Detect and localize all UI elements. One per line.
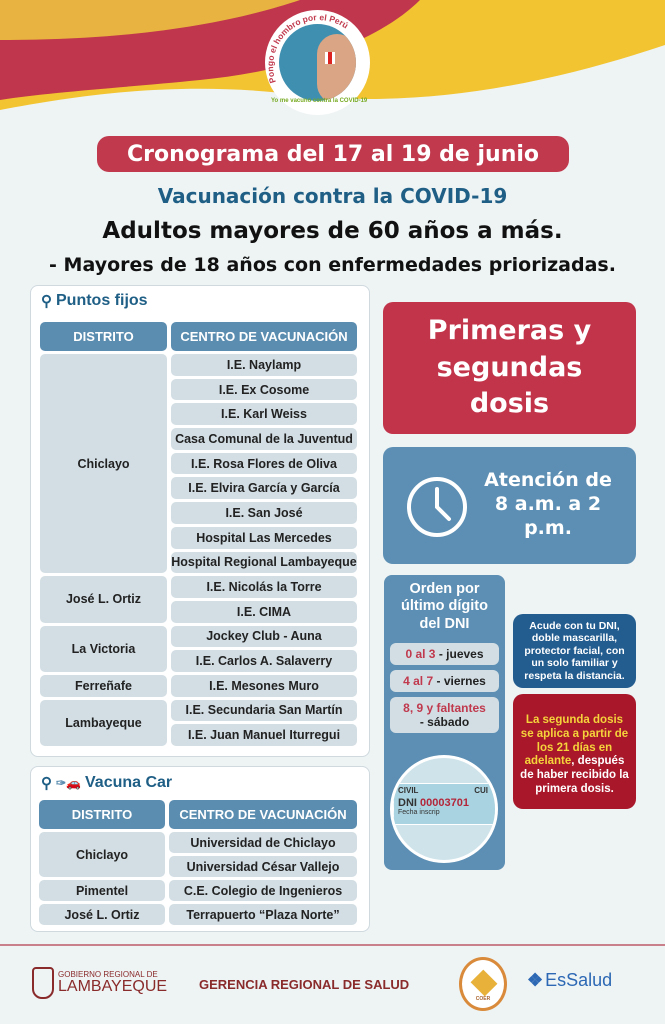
digit-range: 4 al 7 — [403, 674, 434, 689]
vaccination-center-cell: Hospital Las Mercedes — [171, 526, 357, 549]
vaccination-center-cell: I.E. Mesones Muro — [171, 674, 357, 697]
second-dose-note: La segunda dosis se aplica a partir de l… — [513, 694, 636, 809]
dni-order-title: Orden por último dígito del DNI — [401, 581, 488, 632]
coer-text: COER — [475, 996, 491, 1002]
vaccination-center-cell: I.E. Ex Cosome — [171, 378, 357, 401]
location-pin-icon: ⚲ — [41, 293, 52, 310]
coer-logo: COER — [459, 957, 507, 1011]
weekday: - viernes — [436, 674, 486, 689]
location-pin-icon: ⚲ — [41, 775, 52, 792]
panel-title: Vacuna Car — [85, 774, 173, 791]
vacuna-car-panel: ⚲ ✑🚗 Vacuna Car DISTRITO CENTRO DE VACUN… — [30, 766, 370, 932]
essalud-text: EsSalud — [545, 970, 613, 990]
panel-title: Puntos fijos — [56, 292, 148, 309]
card-dni-label: DNI — [398, 797, 417, 809]
fixed-points-table: DISTRITO CENTRO DE VACUNACIÓN Chiclayo I.… — [40, 322, 357, 746]
audience-subtitle: - Mayores de 18 años con enfermedades pr… — [49, 254, 616, 276]
essalud-logo: ❖ EsSalud — [527, 970, 612, 991]
gobierno-regional-logo: GOBIERNO REGIONAL DE LAMBAYEQUE — [32, 967, 167, 999]
audience-title: Adultos mayores de 60 años a más. — [102, 218, 563, 244]
vaccination-center-cell: I.E. San José — [171, 502, 357, 524]
badge-top-text: Pongo el hombro por el Perú — [265, 12, 350, 84]
vaccination-center-cell: I.E. CIMA — [171, 600, 357, 623]
dni-order-box: Orden por último dígito del DNI 0 al 3 -… — [384, 575, 505, 870]
vaccination-center-cell: C.E. Colegio de Ingenieros — [169, 880, 357, 901]
vaccination-center-cell: Jockey Club - Auna — [171, 625, 357, 648]
schedule-banner: Cronograma del 17 al 19 de junio — [97, 136, 569, 172]
district-cell: Pimentel — [39, 880, 165, 901]
district-cell: José L. Ortiz — [39, 904, 165, 925]
hours-box: Atención de 8 a.m. a 2 p.m. — [383, 447, 636, 564]
card-label: CUI — [474, 786, 488, 795]
doses-box: Primeras y segundas dosis — [383, 302, 636, 434]
district-cell: Lambayeque — [40, 699, 167, 746]
column-header-center: CENTRO DE VACUNACIÓN — [171, 322, 357, 351]
vaccination-center-cell: I.E. Nicolás la Torre — [171, 576, 357, 598]
district-cell: Chiclayo — [40, 354, 167, 574]
column-header-center: CENTRO DE VACUNACIÓN — [169, 800, 357, 829]
clock-icon — [407, 477, 467, 537]
family-icon: ❖ — [527, 970, 544, 990]
fixed-points-panel: ⚲ Puntos fijos DISTRITO CENTRO DE VACUNA… — [30, 285, 370, 757]
weekday: - jueves — [438, 647, 484, 662]
gerencia-label: GERENCIA REGIONAL DE SALUD — [199, 977, 410, 992]
second-dose-highlight: La segunda dosis se aplica a partir de l… — [520, 714, 629, 768]
vaccination-center-cell: I.E. Rosa Flores de Oliva — [171, 452, 357, 475]
vaccination-center-cell: I.E. Naylamp — [171, 354, 357, 376]
vaccination-center-cell: I.E. Elvira García y García — [171, 477, 357, 500]
requirements-note: Acude con tu DNI, doble mascarilla, prot… — [513, 614, 636, 688]
vaccination-center-cell: Universidad de Chiclayo — [169, 832, 357, 853]
coat-of-arms-icon — [32, 967, 54, 999]
car-icon: ✑🚗 — [56, 776, 81, 790]
vaccination-center-cell: I.E. Juan Manuel Iturregui — [171, 724, 357, 746]
vaccination-center-cell: Casa Comunal de la Juventud — [171, 428, 357, 450]
column-header-district: DISTRITO — [40, 322, 167, 351]
vacuna-car-table: DISTRITO CENTRO DE VACUNACIÓN Chiclayo Un… — [39, 800, 357, 925]
column-header-district: DISTRITO — [39, 800, 165, 829]
badge-bottom-text: Yo me vacuno contra la COVID-19 — [271, 98, 368, 104]
hours-text: Atención de 8 a.m. a 2 p.m. — [484, 469, 612, 539]
card-dni-number: 00003701 — [420, 797, 469, 809]
campaign-title: Vacunación contra la COVID-19 — [157, 184, 508, 208]
dni-day-row: 8, 9 y faltantes - sábado — [390, 697, 499, 734]
vaccination-center-cell: I.E. Carlos A. Salaverry — [171, 650, 357, 672]
digit-range: 8, 9 y faltantes — [403, 701, 486, 716]
svg-text:Pongo el hombro por el Perú: Pongo el hombro por el Perú — [265, 12, 350, 84]
district-cell: La Victoria — [40, 625, 167, 672]
district-cell: Ferreñafe — [40, 674, 167, 697]
weekday: - sábado — [419, 715, 470, 730]
campaign-badge: Pongo el hombro por el Perú Yo me vacuno… — [265, 10, 370, 115]
footer-divider — [0, 944, 665, 946]
vaccination-center-cell: I.E. Secundaria San Martín — [171, 699, 357, 722]
card-label: CIVIL — [398, 786, 419, 795]
vaccination-center-cell: Hospital Regional Lambayeque — [171, 551, 357, 574]
badge-top-arc: Pongo el hombro por el Perú — [265, 12, 350, 84]
district-cell: Chiclayo — [39, 832, 165, 877]
card-fecha: Fecha inscrip — [398, 809, 440, 816]
district-cell: José L. Ortiz — [40, 576, 167, 623]
vaccination-center-cell: Terrapuerto “Plaza Norte” — [169, 904, 357, 925]
gov-big-text: LAMBAYEQUE — [58, 978, 168, 995]
gov-small-text: GOBIERNO REGIONAL DE — [58, 970, 158, 979]
dni-day-row: 0 al 3 - jueves — [390, 643, 499, 666]
digit-range: 0 al 3 — [405, 647, 436, 662]
vaccination-center-cell: Universidad César Vallejo — [169, 856, 357, 877]
vaccination-center-cell: I.E. Karl Weiss — [171, 403, 357, 426]
dni-card-image: CIVIL CUI DNI 00003701 Fecha inscrip — [390, 755, 498, 863]
dni-day-row: 4 al 7 - viernes — [390, 670, 499, 693]
arm-illustration — [279, 24, 356, 101]
second-dose-text: , después de haber recibido la primera d… — [520, 755, 629, 795]
